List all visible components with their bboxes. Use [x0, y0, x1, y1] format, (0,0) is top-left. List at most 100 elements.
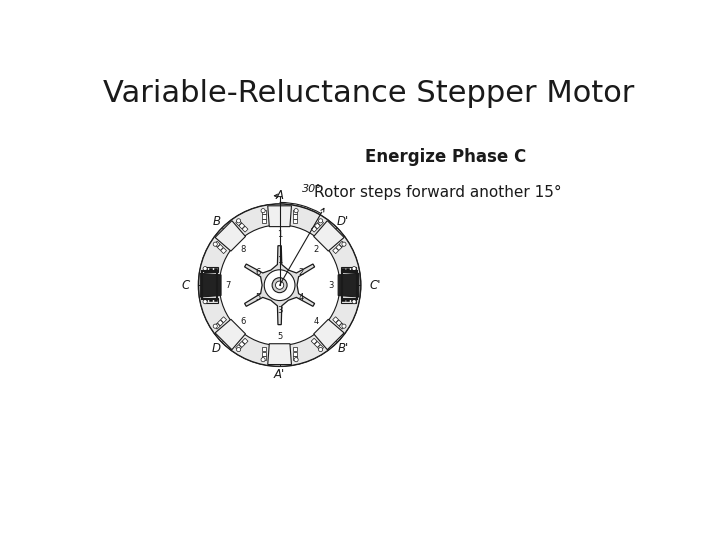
- Text: 6: 6: [240, 317, 246, 326]
- Text: 4: 4: [313, 317, 318, 326]
- Polygon shape: [215, 221, 246, 251]
- Polygon shape: [318, 220, 323, 226]
- Polygon shape: [214, 298, 218, 302]
- Polygon shape: [314, 221, 344, 251]
- Circle shape: [203, 300, 207, 304]
- Text: 1: 1: [277, 256, 282, 265]
- Circle shape: [352, 267, 356, 271]
- Circle shape: [342, 242, 346, 246]
- Polygon shape: [311, 226, 317, 232]
- Text: 8: 8: [240, 245, 246, 253]
- Polygon shape: [262, 347, 266, 352]
- Circle shape: [199, 204, 361, 366]
- Polygon shape: [235, 220, 241, 226]
- Polygon shape: [262, 210, 266, 214]
- Circle shape: [261, 357, 265, 362]
- Text: 2: 2: [313, 245, 318, 253]
- Text: D': D': [337, 215, 349, 228]
- Text: 3: 3: [328, 281, 333, 289]
- Text: C: C: [182, 279, 190, 292]
- Text: B': B': [337, 342, 348, 355]
- Polygon shape: [204, 268, 208, 272]
- Polygon shape: [245, 246, 315, 325]
- Text: Variable-Reluctance Stepper Motor: Variable-Reluctance Stepper Motor: [103, 79, 635, 109]
- Circle shape: [272, 278, 287, 293]
- Polygon shape: [318, 345, 323, 350]
- Polygon shape: [293, 219, 297, 223]
- Polygon shape: [315, 341, 320, 347]
- Polygon shape: [220, 317, 227, 322]
- Text: 5: 5: [256, 293, 261, 302]
- Polygon shape: [339, 323, 345, 329]
- Polygon shape: [293, 347, 297, 352]
- Polygon shape: [315, 223, 320, 229]
- Polygon shape: [351, 298, 355, 302]
- Polygon shape: [239, 223, 245, 229]
- Polygon shape: [262, 214, 266, 219]
- Polygon shape: [268, 344, 292, 365]
- Polygon shape: [209, 298, 213, 302]
- Circle shape: [203, 267, 207, 271]
- Text: 7: 7: [226, 281, 231, 289]
- Polygon shape: [346, 298, 351, 302]
- Text: Rotor steps forward another 15°: Rotor steps forward another 15°: [314, 185, 562, 200]
- Polygon shape: [217, 245, 223, 251]
- Circle shape: [237, 219, 240, 223]
- Polygon shape: [336, 320, 342, 326]
- Polygon shape: [338, 273, 359, 297]
- Circle shape: [276, 281, 284, 289]
- Circle shape: [352, 300, 356, 304]
- Circle shape: [294, 208, 298, 213]
- Polygon shape: [262, 356, 266, 360]
- Text: 30°: 30°: [302, 184, 323, 194]
- Circle shape: [213, 324, 217, 328]
- Polygon shape: [351, 268, 355, 272]
- Polygon shape: [239, 341, 245, 347]
- Polygon shape: [235, 345, 241, 350]
- Circle shape: [294, 357, 298, 362]
- Circle shape: [264, 270, 295, 301]
- Circle shape: [261, 208, 265, 213]
- Polygon shape: [262, 352, 266, 356]
- Polygon shape: [242, 338, 248, 344]
- Polygon shape: [268, 206, 292, 227]
- Polygon shape: [215, 319, 246, 350]
- Text: 2: 2: [299, 268, 304, 277]
- Text: D: D: [212, 342, 221, 355]
- Circle shape: [342, 324, 346, 328]
- Polygon shape: [341, 298, 346, 302]
- Text: B: B: [212, 215, 220, 228]
- Text: 4: 4: [299, 293, 304, 302]
- Polygon shape: [333, 248, 338, 254]
- Circle shape: [213, 242, 217, 246]
- Text: 6: 6: [256, 268, 261, 277]
- Text: A: A: [276, 190, 284, 202]
- Polygon shape: [204, 298, 208, 302]
- Polygon shape: [214, 268, 218, 272]
- Polygon shape: [336, 245, 342, 251]
- Polygon shape: [311, 338, 317, 344]
- Polygon shape: [341, 268, 346, 272]
- Text: 5: 5: [277, 332, 282, 341]
- Polygon shape: [293, 352, 297, 356]
- Polygon shape: [346, 268, 351, 272]
- Circle shape: [318, 347, 323, 352]
- Text: A': A': [274, 368, 285, 381]
- Polygon shape: [200, 273, 221, 297]
- Polygon shape: [339, 241, 345, 247]
- Text: 3: 3: [277, 306, 282, 315]
- Text: Energize Phase C: Energize Phase C: [365, 148, 526, 166]
- Polygon shape: [217, 320, 223, 326]
- Polygon shape: [293, 210, 297, 214]
- Polygon shape: [209, 268, 213, 272]
- Circle shape: [318, 219, 323, 223]
- Polygon shape: [293, 356, 297, 360]
- Polygon shape: [242, 226, 248, 232]
- Polygon shape: [220, 248, 227, 254]
- Circle shape: [237, 347, 240, 352]
- Polygon shape: [314, 319, 344, 350]
- Polygon shape: [214, 241, 220, 247]
- Text: C': C': [369, 279, 380, 292]
- Circle shape: [199, 204, 361, 366]
- Polygon shape: [214, 323, 220, 329]
